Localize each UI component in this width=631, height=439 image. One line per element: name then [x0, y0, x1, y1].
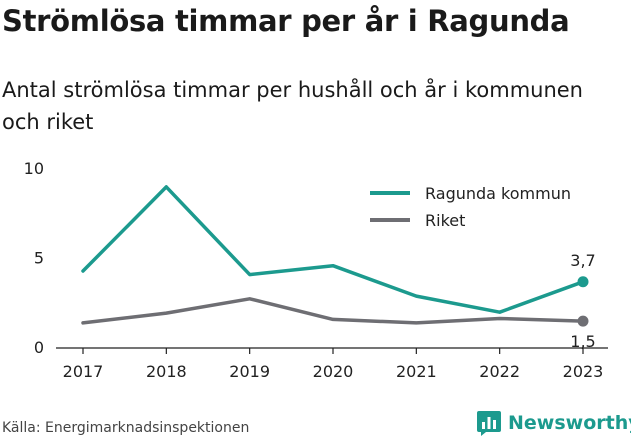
y-tick-label: 10 — [24, 159, 44, 178]
x-tick-label: 2020 — [313, 362, 354, 381]
x-tick-label: 2022 — [479, 362, 520, 381]
brand-logo: Newsworthy — [476, 410, 631, 436]
x-tick-label: 2023 — [563, 362, 604, 381]
legend-entry: Riket — [425, 211, 465, 230]
series-line — [81, 185, 585, 314]
line-chart: 0 5 10 2017 2018 2019 2020 2021 2022 2023 3,7 1,5 Ra… — [24, 159, 608, 381]
series-end-point — [577, 315, 589, 327]
brand-name: Newsworthy — [508, 412, 631, 434]
series-line — [81, 297, 585, 325]
x-tick-label: 2019 — [229, 362, 270, 381]
bar-chart-logo-icon — [477, 411, 501, 436]
data-label: 3,7 — [570, 251, 595, 270]
y-tick-label: 5 — [34, 249, 44, 268]
data-label: 1,5 — [570, 332, 595, 351]
x-tick-label: 2017 — [63, 362, 104, 381]
y-tick-label: 0 — [34, 338, 44, 357]
x-tick-label: 2018 — [146, 362, 187, 381]
chart-title: Strömlösa timmar per år i Ragunda — [2, 4, 570, 38]
chart-subtitle: Antal strömlösa timmar per hushåll och å… — [2, 78, 583, 134]
legend-entry: Ragunda kommun — [425, 184, 571, 203]
series-end-point — [577, 276, 589, 288]
x-tick-label: 2021 — [396, 362, 437, 381]
source-note: Källa: Energimarknadsinspektionen — [2, 420, 250, 436]
